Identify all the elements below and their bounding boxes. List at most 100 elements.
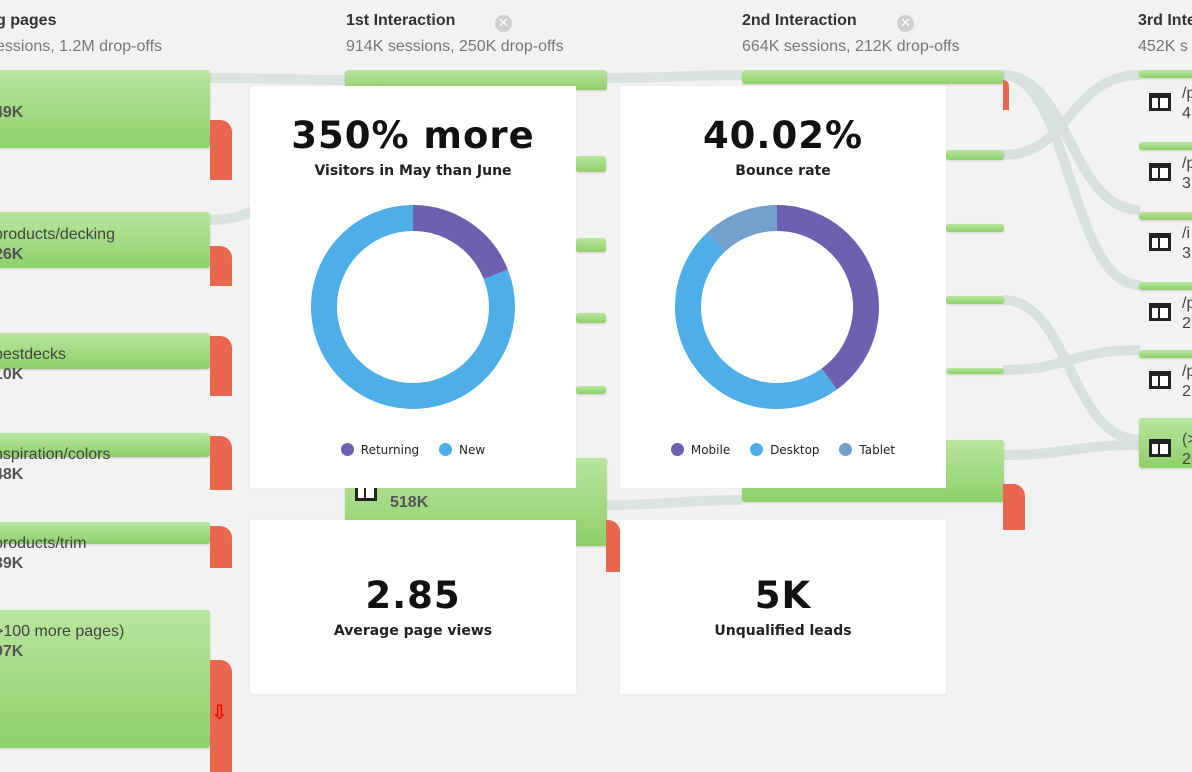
legend-dot-icon: [439, 443, 453, 456]
leads-card: 5K Unqualified leads: [620, 520, 946, 694]
drop-off-bar[interactable]: [1003, 484, 1025, 530]
donut-slice-new[interactable]: [311, 205, 515, 409]
column-header-1st: 1st Interaction 914K sessions, 250K drop…: [346, 12, 564, 56]
landing-node[interactable]: [0, 212, 210, 268]
interaction-label: 518K: [390, 492, 428, 512]
interaction-node[interactable]: [1139, 212, 1192, 220]
legend-item-returning: Returning: [340, 443, 419, 457]
landing-path: >100 more pages): [0, 623, 125, 640]
landing-node[interactable]: [0, 70, 210, 148]
legend-dot-icon: [340, 443, 354, 456]
column-header-landing: g pages essions, 1.2M drop-offs: [0, 12, 162, 56]
close-icon[interactable]: ✕: [495, 15, 512, 32]
visitors-legend: Returning New: [250, 443, 576, 457]
interaction-label: /p 3: [1182, 155, 1192, 192]
interaction-node[interactable]: [1139, 70, 1192, 78]
interaction-node[interactable]: [576, 313, 606, 323]
landing-node[interactable]: [0, 522, 210, 544]
interaction-node[interactable]: [946, 224, 1004, 232]
drop-off-bar[interactable]: [606, 520, 620, 572]
drop-off-bar[interactable]: [1003, 80, 1009, 110]
interaction-label: /p 4: [1182, 85, 1192, 122]
legend-dot-icon: [750, 443, 764, 456]
interaction-node[interactable]: [742, 70, 1004, 84]
visitors-card: 350% more Visitors in May than June Retu…: [250, 86, 576, 488]
interaction-node[interactable]: [345, 70, 607, 90]
visitors-headline: 350% more: [291, 114, 535, 157]
interaction-node[interactable]: [576, 386, 606, 394]
donut-slice-returning[interactable]: [412, 205, 508, 280]
close-icon[interactable]: ✕: [897, 15, 914, 32]
column-title: 3rd Inte: [1138, 12, 1192, 29]
legend-dot-icon: [670, 443, 684, 456]
column-title: g pages: [0, 12, 57, 29]
landing-count: 48K: [0, 466, 24, 483]
page-icon: [1149, 303, 1171, 321]
interaction-node[interactable]: [1139, 282, 1192, 290]
drop-off-bar[interactable]: [210, 246, 232, 286]
arrow-down-icon[interactable]: ⇩: [211, 700, 228, 724]
drop-off-bar[interactable]: [210, 120, 232, 180]
landing-label: >100 more pages) 97K: [0, 623, 124, 661]
interaction-node[interactable]: [576, 238, 606, 252]
page-icon: [1149, 93, 1171, 111]
column-header-3rd: 2nd Interaction 3rd Inte 452K s: [1138, 12, 1192, 56]
landing-label: products/decking 26K: [0, 226, 115, 264]
interaction-count: 518K: [390, 494, 429, 511]
interaction-node[interactable]: [946, 296, 1004, 304]
legend-item-tablet: Tablet: [839, 443, 895, 457]
bounce-donut-chart: [675, 205, 879, 409]
landing-count: 49K: [0, 104, 24, 121]
page-icon: [1149, 371, 1171, 389]
landing-label: bestdecks 10K: [0, 346, 66, 384]
visitors-donut-chart: [311, 205, 515, 409]
legend-item-mobile: Mobile: [670, 443, 730, 457]
interaction-node[interactable]: [946, 368, 1004, 374]
column-subtitle: 914K sessions, 250K drop-offs: [346, 38, 564, 55]
column-subtitle: 664K sessions, 212K drop-offs: [742, 38, 960, 55]
landing-count: 26K: [0, 246, 24, 263]
bounce-card: 40.02% Bounce rate Mobile Desktop Tablet: [620, 86, 946, 488]
page-icon: [1149, 233, 1171, 251]
pageviews-card: 2.85 Average page views: [250, 520, 576, 694]
interaction-label: /i 3: [1182, 225, 1191, 262]
visitors-subtitle: Visitors in May than June: [314, 163, 512, 179]
landing-node[interactable]: [0, 610, 210, 748]
interaction-node[interactable]: [576, 156, 606, 172]
landing-path: nspiration/colors: [0, 446, 111, 463]
interaction-node[interactable]: [1139, 142, 1192, 150]
drop-off-bar[interactable]: [210, 336, 232, 396]
landing-path: bestdecks: [0, 346, 67, 363]
landing-path: products/decking: [0, 226, 115, 243]
drop-off-bar[interactable]: [210, 660, 232, 772]
legend-dot-icon: [839, 443, 853, 456]
leads-value: 5K: [754, 574, 812, 617]
landing-node[interactable]: [0, 333, 210, 369]
interaction-node[interactable]: [1139, 350, 1192, 358]
donut-slice-desktop[interactable]: [675, 232, 837, 409]
legend-item-desktop: Desktop: [750, 443, 820, 457]
drop-off-bar[interactable]: [210, 526, 232, 568]
column-title: 2nd Interaction: [742, 12, 857, 29]
pageviews-label: Average page views: [333, 623, 493, 639]
interaction-label: /p 2: [1182, 363, 1192, 400]
column-header-2nd: 2nd Interaction 664K sessions, 212K drop…: [742, 12, 960, 56]
page-icon: [1149, 163, 1171, 181]
landing-count: 39K: [0, 555, 24, 572]
interaction-label: (> 2: [1182, 431, 1192, 468]
bounce-headline: 40.02%: [702, 114, 864, 157]
landing-count: 97K: [0, 643, 24, 660]
legend-item-new: New: [439, 443, 485, 457]
pageviews-value: 2.85: [365, 574, 461, 617]
landing-label: nspiration/colors 48K: [0, 446, 111, 484]
landing-count: 10K: [0, 366, 24, 383]
landing-node[interactable]: [0, 433, 210, 457]
landing-path: products/trim: [0, 535, 87, 552]
landing-label: products/trim 39K: [0, 535, 86, 573]
donut-slice-tablet[interactable]: [707, 205, 778, 252]
column-subtitle: essions, 1.2M drop-offs: [0, 38, 163, 55]
page-icon: [1149, 439, 1171, 457]
drop-off-bar[interactable]: [210, 436, 232, 490]
donut-slice-mobile[interactable]: [776, 205, 879, 390]
interaction-node[interactable]: [946, 150, 1004, 160]
